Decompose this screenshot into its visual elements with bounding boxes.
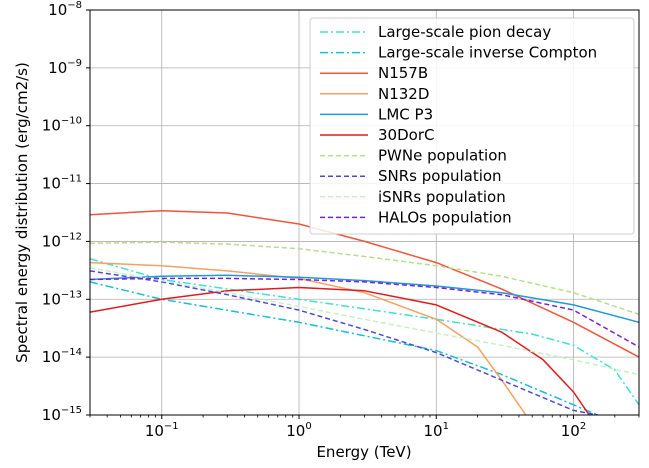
legend-entry: Large-scale inverse Compton [378,44,597,62]
y-tick-label: 10−9 [48,58,82,77]
series-line-6 [90,286,590,415]
legend-entry: PWNe population [378,147,507,165]
legend-entry: N132D [378,85,429,103]
y-tick-label: 10−15 [42,405,82,424]
series-line-10 [90,277,639,348]
legend-box [309,17,635,235]
legend-entry: Large-scale pion decay [378,23,551,41]
x-tick-label: 100 [286,421,311,440]
y-tick-label: 10−14 [42,347,82,366]
series-line-3 [90,209,639,358]
axis-ticks: 10−1 100 101 102 10−15 10−14 10−13 10−12 10−11 10… [42,0,640,440]
series-line-8 [90,270,598,415]
legend-entry: iSNRs population [378,188,506,206]
y-tick-label: 10−11 [42,174,82,193]
legend-entry: LMC P3 [378,105,433,123]
y-axis-label: Spectral energy distribution (erg/cm2/s) [13,62,31,363]
legend-entry: N157B [378,64,428,82]
y-tick-label: 10−8 [48,0,82,19]
series-line-7 [90,241,639,316]
legend-entry: SNRs population [378,167,502,185]
x-tick-label: 10−1 [145,421,179,440]
series-line-5 [90,274,639,324]
legend-entry: 30DorC [378,126,434,144]
x-axis-label: Energy (TeV) [316,443,411,461]
series-line-1 [90,258,639,406]
series-line-4 [90,261,527,415]
series-line-2 [90,281,598,415]
legend: Large-scale pion decay Large-scale invers… [309,17,635,235]
y-tick-label: 10−10 [42,116,82,135]
series-curves [90,209,639,415]
series-line-9 [90,267,639,376]
y-tick-label: 10−13 [42,289,82,308]
x-tick-label: 101 [424,421,449,440]
legend-entry: HALOs population [378,208,512,226]
y-tick-label: 10−12 [42,231,82,250]
x-tick-label: 102 [561,421,586,440]
